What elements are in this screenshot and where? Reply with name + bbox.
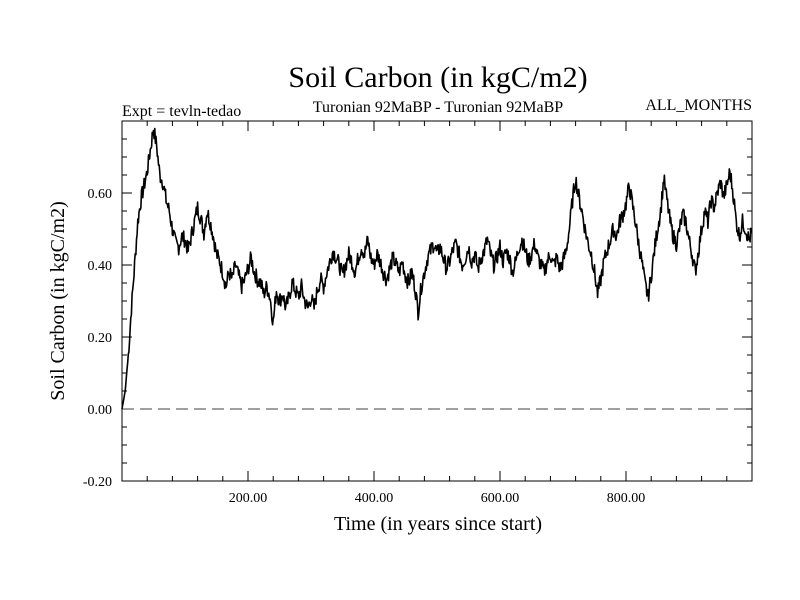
series-line-soil-carbon xyxy=(121,127,753,410)
chart-subtitle-left: Expt = tevln-tedao xyxy=(122,103,241,120)
y-tick-label: 0.00 xyxy=(88,403,113,418)
y-tick-label: 0.20 xyxy=(88,331,113,346)
plot-frame xyxy=(121,120,753,482)
x-tick-label: 600.00 xyxy=(481,491,520,506)
chart-title: Soil Carbon (in kgC/m2) xyxy=(288,61,587,94)
y-axis-label: Soil Carbon (in kgC/m2) xyxy=(47,201,69,400)
x-tick-label: 200.00 xyxy=(229,491,268,506)
y-tick-label: 0.60 xyxy=(88,187,113,202)
y-tick-label: -0.20 xyxy=(83,475,112,490)
x-axis-label: Time (in years since start) xyxy=(334,513,542,535)
chart-subtitle-right: ALL_MONTHS xyxy=(645,97,752,114)
x-tick-label: 800.00 xyxy=(607,491,646,506)
plot-area: 200.00 400.00 600.00 800.00 -0.20 0.00 0.20 0.4… xyxy=(83,120,753,506)
chart-subtitle-center: Turonian 92MaBP - Turonian 92MaBP xyxy=(313,99,564,116)
x-tick-label: 400.00 xyxy=(355,491,394,506)
y-tick-label: 0.40 xyxy=(88,259,113,274)
